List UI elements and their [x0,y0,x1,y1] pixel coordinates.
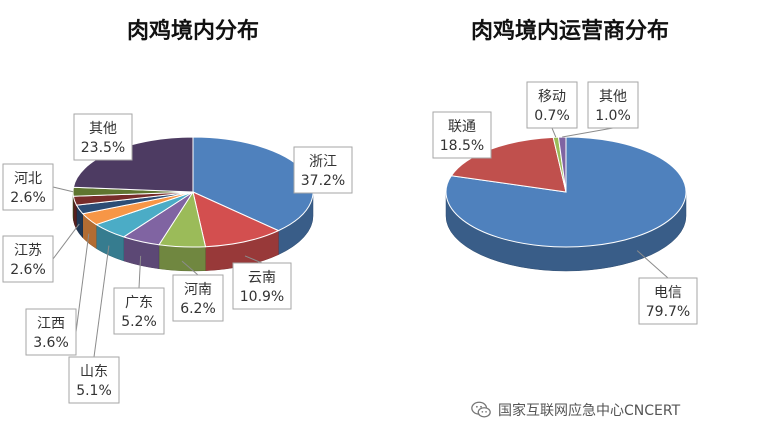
leader-line-2 [181,260,199,276]
wechat-icon [471,401,491,418]
leader-line-0 [636,250,669,279]
label-box-2 [172,274,224,322]
pie-labels: 浙江 37.2% 云南 10.9% 河南 6.2% 广东 5.2% 山东 5.1% 江西 3.6% 江苏… [2,113,353,404]
slice-label: 广东 [125,295,153,311]
leader-line-6 [52,223,80,260]
slice-label: 移动 [538,89,566,105]
slice-value-label: 23.5% [81,140,125,156]
label-box-1 [432,111,492,159]
pie-top [445,136,687,248]
label-box-0 [293,146,353,194]
label-box-6 [2,235,54,283]
label-box-2 [526,81,578,129]
slice-label: 河南 [184,282,212,298]
label-box-8 [2,163,54,211]
leader-line-5 [75,233,90,333]
slice-value-label: 1.0% [595,108,631,124]
slice-label: 云南 [248,270,276,286]
slice-label: 其他 [599,89,627,105]
pie-slice-0 [445,136,687,248]
pie-top [72,136,314,248]
slice-value-label: 2.6% [10,262,46,278]
slice-value-label: 3.6% [33,335,69,351]
slice-value-label: 5.1% [76,383,112,399]
slice-value-label: 6.2% [180,301,216,317]
watermark-text: 国家互联网应急中心CNCERT [498,403,681,419]
watermark: 国家互联网应急中心CNCERT [470,398,680,422]
chart-title: 肉鸡境内运营商分布 [471,18,669,44]
label-box-3 [113,287,165,335]
slice-label: 其他 [89,121,117,137]
slice-value-label: 79.7% [646,304,690,320]
leader-line-3 [562,127,614,138]
leader-line-1 [244,255,263,264]
slice-label: 江西 [37,316,65,332]
label-box-0 [638,277,698,325]
slice-value-label: 18.5% [440,138,484,154]
slice-label: 浙江 [309,154,337,170]
label-box-1 [232,262,292,310]
slice-value-label: 37.2% [301,173,345,189]
leader-line-2 [551,127,557,138]
slice-label: 河北 [14,171,42,187]
pie-slice-1 [192,191,280,248]
slice-label: 江苏 [14,243,42,259]
slice-value-label: 2.6% [10,190,46,206]
slice-label: 山东 [80,364,108,380]
slice-value-label: 0.7% [534,108,570,124]
label-box-3 [587,81,639,129]
label-box-5 [25,308,77,356]
slice-label: 电信 [654,285,682,301]
leader-line-3 [138,255,142,289]
slice-value-label: 5.2% [121,314,157,330]
chart-title: 肉鸡境内分布 [127,18,259,44]
label-box-4 [68,356,120,404]
label-box-9 [73,113,133,161]
pie-side-2 [158,244,206,272]
slice-label: 联通 [448,119,476,135]
leader-line-8 [52,186,74,193]
pie-labels: 电信 79.7% 联通 18.5% 移动 0.7% 其他 1.0% [432,81,698,325]
leader-line-4 [93,245,110,358]
slice-value-label: 10.9% [240,289,284,305]
